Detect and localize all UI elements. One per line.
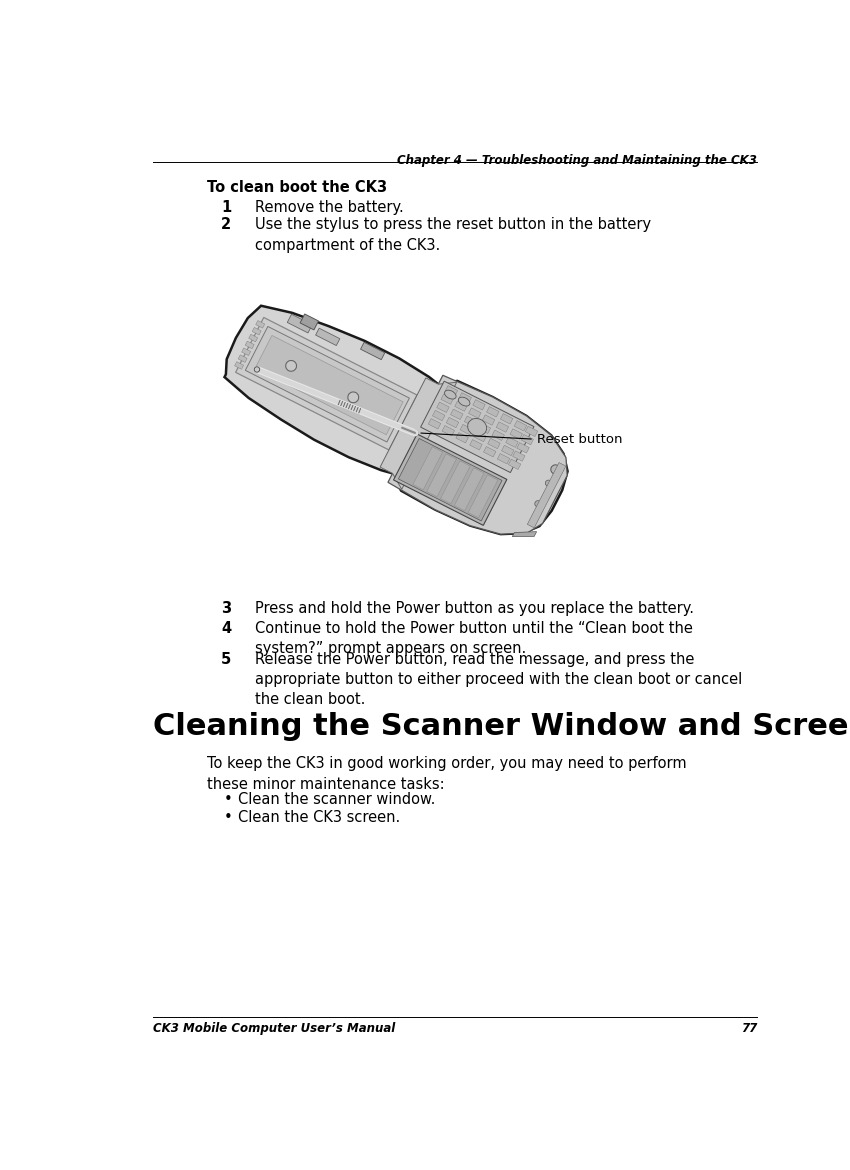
Polygon shape	[525, 426, 538, 436]
Ellipse shape	[286, 360, 297, 371]
Ellipse shape	[412, 431, 417, 435]
Polygon shape	[442, 426, 455, 436]
Text: Chapter 4 — Troubleshooting and Maintaining the CK3: Chapter 4 — Troubleshooting and Maintain…	[397, 154, 757, 167]
Polygon shape	[433, 411, 445, 421]
Polygon shape	[224, 305, 568, 535]
Polygon shape	[437, 402, 449, 413]
Polygon shape	[421, 381, 534, 473]
Polygon shape	[445, 386, 457, 395]
Polygon shape	[235, 317, 417, 450]
Text: Clean the scanner window.: Clean the scanner window.	[238, 792, 435, 807]
Text: 3: 3	[221, 601, 231, 615]
Polygon shape	[456, 433, 468, 443]
Polygon shape	[441, 394, 453, 405]
Polygon shape	[513, 531, 536, 537]
Ellipse shape	[551, 464, 560, 474]
Ellipse shape	[546, 480, 552, 487]
Polygon shape	[514, 420, 527, 431]
Text: •: •	[224, 811, 233, 825]
Polygon shape	[473, 400, 485, 410]
Text: Reset button: Reset button	[537, 433, 623, 446]
Polygon shape	[394, 434, 507, 525]
Polygon shape	[460, 425, 473, 435]
Text: Continue to hold the Power button until the “Clean boot the
system?” prompt appe: Continue to hold the Power button until …	[255, 621, 693, 656]
Polygon shape	[428, 419, 441, 429]
Polygon shape	[440, 461, 470, 504]
Polygon shape	[380, 378, 456, 489]
Polygon shape	[235, 362, 244, 370]
Text: Use the stylus to press the reset button in the battery
compartment of the CK3.: Use the stylus to press the reset button…	[255, 218, 651, 253]
Polygon shape	[496, 422, 508, 432]
Polygon shape	[238, 355, 247, 363]
Text: Remove the battery.: Remove the battery.	[255, 200, 404, 215]
Text: To clean boot the CK3: To clean boot the CK3	[207, 180, 387, 195]
Polygon shape	[513, 450, 525, 461]
Polygon shape	[360, 343, 385, 359]
Polygon shape	[497, 454, 510, 464]
Polygon shape	[246, 326, 410, 442]
Polygon shape	[502, 446, 514, 455]
Polygon shape	[427, 454, 456, 497]
Polygon shape	[300, 314, 319, 330]
Polygon shape	[482, 415, 495, 425]
Polygon shape	[508, 459, 521, 469]
Text: CK3 Mobile Computer User’s Manual: CK3 Mobile Computer User’s Manual	[153, 1023, 395, 1035]
Text: 77: 77	[741, 1023, 757, 1035]
Polygon shape	[446, 418, 459, 428]
Polygon shape	[510, 429, 523, 439]
Text: To keep the CK3 in good working order, you may need to perform
these minor maint: To keep the CK3 in good working order, y…	[207, 756, 687, 792]
Polygon shape	[521, 434, 534, 445]
Polygon shape	[315, 329, 340, 345]
Polygon shape	[252, 328, 261, 335]
Ellipse shape	[468, 419, 486, 436]
Polygon shape	[484, 447, 496, 457]
Ellipse shape	[458, 397, 470, 406]
Text: Clean the CK3 screen.: Clean the CK3 screen.	[238, 811, 400, 825]
Polygon shape	[474, 432, 486, 442]
Text: Release the Power button, read the message, and press the
appropriate button to : Release the Power button, read the messa…	[255, 652, 742, 708]
Polygon shape	[287, 315, 312, 333]
Polygon shape	[506, 438, 518, 447]
Polygon shape	[464, 417, 477, 427]
Text: 4: 4	[221, 621, 231, 635]
Polygon shape	[388, 376, 567, 535]
Polygon shape	[455, 468, 484, 511]
Polygon shape	[486, 407, 499, 417]
Polygon shape	[488, 439, 500, 449]
Polygon shape	[492, 431, 504, 440]
Ellipse shape	[348, 392, 359, 402]
Polygon shape	[479, 424, 490, 433]
Text: 1: 1	[221, 200, 231, 215]
Polygon shape	[527, 462, 566, 528]
Polygon shape	[517, 442, 530, 453]
Polygon shape	[459, 393, 472, 402]
Ellipse shape	[445, 391, 456, 399]
Polygon shape	[468, 408, 481, 418]
Text: 2: 2	[221, 218, 231, 233]
Ellipse shape	[254, 366, 259, 372]
Polygon shape	[241, 347, 251, 356]
Polygon shape	[255, 336, 403, 435]
Polygon shape	[455, 401, 468, 412]
Polygon shape	[470, 440, 482, 450]
Polygon shape	[450, 410, 463, 420]
Polygon shape	[249, 335, 258, 342]
Ellipse shape	[535, 501, 541, 507]
Polygon shape	[256, 321, 264, 328]
Polygon shape	[413, 447, 443, 490]
Polygon shape	[399, 439, 502, 521]
Polygon shape	[501, 414, 513, 424]
Polygon shape	[468, 475, 498, 518]
Text: Cleaning the Scanner Window and Screen: Cleaning the Scanner Window and Screen	[153, 711, 850, 741]
Text: •: •	[224, 792, 233, 807]
Polygon shape	[245, 342, 254, 349]
Text: 5: 5	[221, 652, 231, 667]
Text: Press and hold the Power button as you replace the battery.: Press and hold the Power button as you r…	[255, 601, 694, 615]
